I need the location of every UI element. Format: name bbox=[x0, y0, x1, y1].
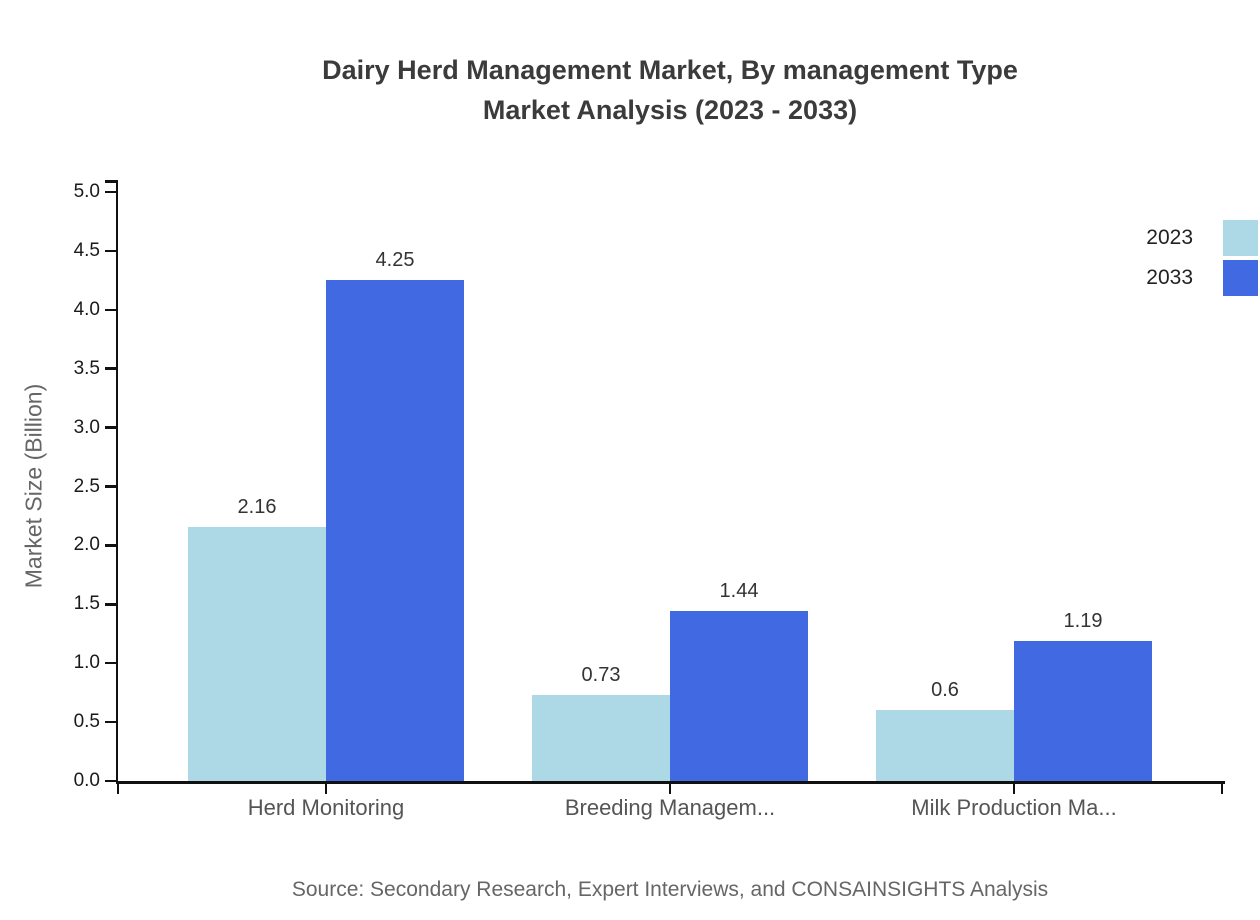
legend-item-2023: 2023 bbox=[1141, 220, 1258, 256]
legend-label-2023: 2023 bbox=[1146, 226, 1193, 249]
y-tick bbox=[105, 249, 118, 253]
y-tick bbox=[105, 779, 118, 783]
y-tick-label-3.0: 3.0 bbox=[73, 416, 100, 438]
y-axis-cap-tick bbox=[105, 180, 118, 183]
bar-2023-breeding-managem- bbox=[532, 695, 670, 781]
x-tick bbox=[116, 781, 120, 794]
y-tick-label-3.5: 3.5 bbox=[73, 357, 100, 379]
y-tick-label-0.5: 0.5 bbox=[73, 711, 100, 733]
legend-swatch-2033-icon bbox=[1223, 260, 1258, 296]
bar-2023-milk-production-ma- bbox=[876, 710, 1014, 781]
x-tick bbox=[668, 781, 672, 794]
x-axis-label-1: Herd Monitoring bbox=[247, 795, 405, 820]
x-tick bbox=[324, 781, 328, 794]
value-label-2033: 4.25 bbox=[375, 249, 415, 272]
y-tick bbox=[105, 190, 118, 194]
y-tick-label-4.0: 4.0 bbox=[73, 298, 100, 320]
y-axis-line bbox=[115, 180, 118, 784]
bar-2033-milk-production-ma- bbox=[1014, 640, 1152, 781]
legend-item-2033: 2033 bbox=[1141, 260, 1258, 296]
y-tick bbox=[105, 367, 118, 370]
y-tick bbox=[105, 485, 118, 488]
y-tick bbox=[105, 426, 118, 429]
chart-title-line2: Market Analysis (2023 - 2033) bbox=[482, 95, 858, 125]
y-tick-label-5.0: 5.0 bbox=[73, 181, 100, 202]
value-label-2023: 0.73 bbox=[581, 664, 621, 686]
legend: 2023 2033 bbox=[1141, 220, 1258, 296]
y-tick bbox=[105, 661, 118, 665]
value-label-2033: 1.44 bbox=[719, 580, 759, 603]
chart-title-line1: Dairy Herd Management Market, By managem… bbox=[322, 55, 1018, 85]
x-axis-label-2: Breeding Managem... bbox=[564, 795, 776, 820]
legend-swatch-2023-icon bbox=[1223, 220, 1258, 256]
chart-title: Dairy Herd Management Market, By managem… bbox=[118, 50, 1222, 130]
value-label-2023: 0.6 bbox=[931, 679, 959, 702]
y-tick bbox=[105, 308, 118, 312]
bar-2033-herd-monitoring bbox=[326, 280, 464, 781]
y-tick bbox=[105, 544, 118, 547]
bar-2033-breeding-managem- bbox=[670, 611, 808, 781]
y-tick-label-1.5: 1.5 bbox=[73, 593, 100, 615]
x-tick bbox=[1220, 781, 1224, 794]
x-tick bbox=[1012, 781, 1016, 794]
value-label-2033: 1.19 bbox=[1063, 609, 1103, 632]
y-tick bbox=[105, 603, 118, 606]
y-tick-label-0.0: 0.0 bbox=[73, 770, 100, 791]
value-label-2023: 2.16 bbox=[237, 495, 277, 518]
bar-2023-herd-monitoring bbox=[188, 526, 326, 781]
y-tick-label-4.5: 4.5 bbox=[73, 239, 100, 261]
source-note: Source: Secondary Research, Expert Inter… bbox=[291, 878, 1049, 901]
y-tick-label-1.0: 1.0 bbox=[73, 652, 100, 674]
y-tick-label-2.5: 2.5 bbox=[73, 475, 100, 497]
y-tick-label-2.0: 2.0 bbox=[73, 534, 100, 556]
x-axis-label-3: Milk Production Ma... bbox=[911, 795, 1117, 820]
y-tick bbox=[105, 720, 118, 724]
legend-label-2033: 2033 bbox=[1146, 266, 1193, 289]
